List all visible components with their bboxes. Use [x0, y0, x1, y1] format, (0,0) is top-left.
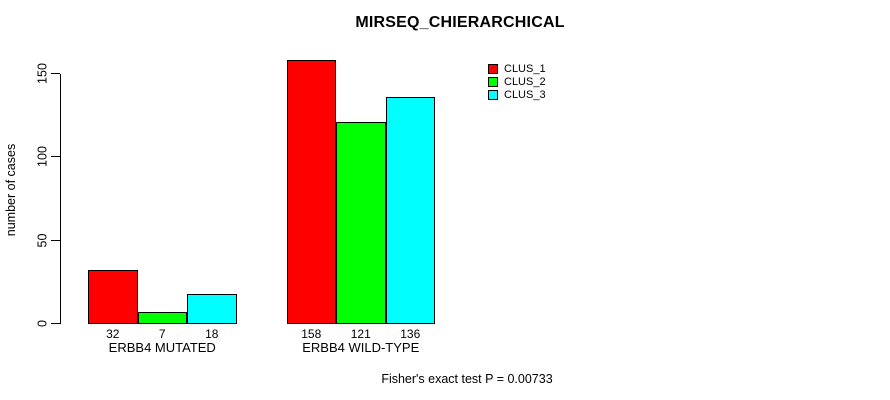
- y-tick-label: 150: [35, 63, 50, 84]
- annotation-text: Fisher's exact test P = 0.00733: [381, 372, 553, 386]
- y-tick-mark: [51, 73, 60, 74]
- y-tick-mark: [51, 239, 60, 241]
- bar-clus-1-erbb4-wild-type: [286, 60, 336, 324]
- category-label: ERBB4 MUTATED: [108, 340, 216, 355]
- bar-clus-3-erbb4-wild-type: [385, 96, 435, 324]
- legend-swatch-clus-3: [488, 90, 498, 100]
- bar-clus-2-erbb4-wild-type: [336, 121, 386, 324]
- y-tick-label: 100: [35, 146, 50, 168]
- chart-title: MIRSEQ_CHIERARCHICAL: [355, 14, 565, 31]
- legend-label: CLUS_2: [504, 76, 546, 88]
- legend-label: CLUS_3: [504, 89, 546, 101]
- bar-clus-1-erbb4-mutated: [88, 270, 138, 324]
- y-tick-mark: [51, 156, 60, 158]
- y-tick-label: 0: [35, 320, 50, 327]
- bar-value-label: 136: [400, 327, 421, 341]
- y-axis-label: number of cases: [4, 143, 18, 237]
- bar-clus-2-erbb4-mutated: [137, 311, 187, 324]
- bar-value-label: 158: [301, 327, 322, 341]
- legend-label: CLUS_1: [504, 63, 546, 75]
- y-tick-mark: [51, 323, 60, 324]
- category-label: ERBB4 WILD-TYPE: [302, 340, 420, 355]
- bar-value-label: 32: [106, 327, 120, 341]
- bar-value-label: 7: [158, 327, 166, 341]
- legend-swatch-clus-1: [488, 64, 498, 74]
- bar-clus-3-erbb4-mutated: [187, 293, 237, 324]
- bar-value-label: 18: [205, 327, 219, 341]
- bar-value-label: 121: [350, 327, 371, 341]
- legend-swatch-clus-2: [488, 77, 498, 87]
- y-tick-label: 50: [35, 233, 50, 248]
- y-axis-line: [60, 73, 61, 324]
